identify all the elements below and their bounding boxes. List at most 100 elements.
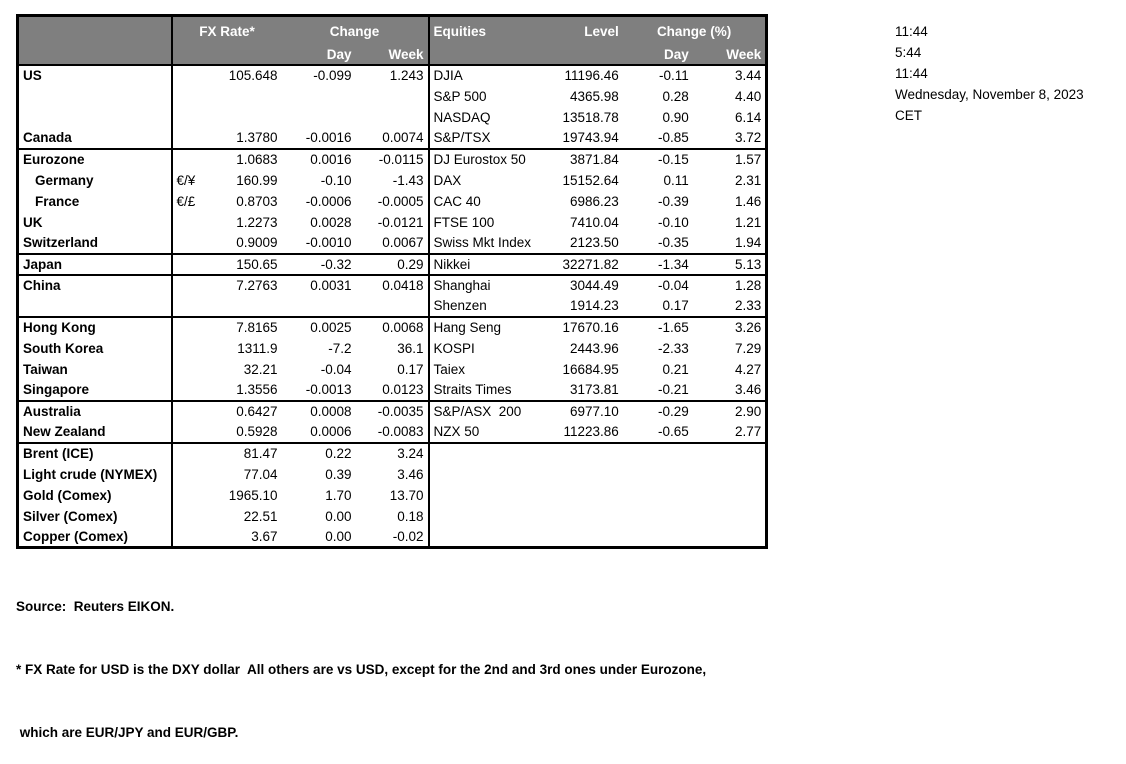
fx-week-change-cell: 0.0067 [355, 232, 430, 254]
fx-day-change-cell: 0.22 [281, 441, 356, 464]
equity-week-change-cell: 2.77 [735, 424, 762, 439]
country-cell: China [17, 273, 173, 296]
currency-pair-cell [171, 147, 206, 170]
fx-rate-cell: 160.99 [236, 172, 278, 188]
fx-week-change-cell: 3.24 [355, 441, 430, 464]
equities-header: Equities [428, 15, 559, 46]
source-line: Source: Reuters EIKON. [16, 599, 175, 614]
fx-week-change-cell: 0.17 [355, 358, 430, 380]
country-cell: New Zealand [17, 421, 173, 443]
equity-day-change-cell: -0.35 [658, 235, 689, 250]
date-line: Wednesday, November 8, 2023 [895, 87, 1084, 102]
currency-pair-cell [172, 212, 206, 233]
equity-level-cell [558, 441, 623, 464]
fx-day-change-cell: -0.0006 [305, 193, 352, 209]
equity-week-change-cell: 1.28 [692, 273, 767, 296]
fx-week-change-cell: 1.243 [355, 64, 430, 86]
currency-pair-cell [172, 527, 206, 548]
equity-index-name-cell: Nikkei [428, 252, 559, 275]
equity-index-name-cell [429, 506, 559, 527]
table-row: Shenzen 1914.23 0.17 2.33 [17, 295, 767, 317]
footnotes: Source: Reuters EIKON. * FX Rate for USD… [16, 554, 706, 764]
equity-index-name-cell: KOSPI [433, 340, 475, 356]
equity-day-change-cell [622, 441, 693, 464]
fx-week-change-cell: -0.0083 [355, 421, 430, 443]
fx-week-change-cell: 3.46 [355, 463, 430, 485]
equity-index-name-cell: S&P/TSX [433, 130, 491, 145]
country-cell: Germany [17, 169, 173, 191]
table-row: China 7.2763 0.0031 0.0418 Shanghai 3044.49 -0… [17, 273, 767, 296]
currency-pair-cell [172, 86, 206, 107]
fx-rate-cell: 105.648 [228, 68, 278, 83]
equity-day-change-cell: -0.21 [658, 382, 689, 397]
fx-rate-cell [206, 296, 282, 317]
equity-day-change-cell: -0.04 [622, 273, 693, 296]
country-cell: Gold (Comex) [17, 484, 173, 506]
country-cell: Singapore [17, 379, 173, 401]
equity-level-cell [559, 464, 623, 485]
table-row: Silver (Comex) 22.51 0.00 0.18 [17, 505, 767, 527]
equity-day-change-cell: -0.65 [658, 424, 689, 439]
empty-header-cell [428, 45, 559, 66]
country-cell: France [17, 190, 173, 212]
fx-rate-cell: 77.04 [243, 466, 278, 482]
equity-level-cell: 6986.23 [570, 193, 619, 209]
empty-header-cell [171, 45, 282, 66]
fx-rate-cell: 1311.9 [237, 340, 278, 356]
table-row: Australia 0.6427 0.0008 -0.0035 S&P/ASX 200 6… [17, 399, 767, 422]
equity-week-change-cell: 3.44 [735, 68, 762, 83]
equity-level-cell: 2443.96 [570, 340, 619, 356]
equity-index-name-cell [429, 527, 559, 548]
country-cell: Taiwan [17, 358, 173, 380]
fx-week-change-cell: 0.0068 [355, 315, 430, 338]
table-row: NASDAQ 13518.78 0.90 6.14 [17, 106, 767, 128]
fx-day-change-cell: -0.099 [313, 68, 352, 83]
header-row-1: FX Rate* Change Equities Level Change (%… [17, 15, 767, 46]
equity-day-change-cell [623, 485, 693, 506]
table-row: Germany €/¥ 160.99 -0.10 -1.43 DAX 15152.64 0.1… [17, 169, 767, 191]
equity-week-change-cell [693, 485, 767, 506]
footnote-line-1: * FX Rate for USD is the DXY dollar All … [16, 662, 707, 677]
currency-pair-cell [172, 422, 206, 443]
timezone-label: CET [895, 108, 922, 123]
equity-index-name-cell: DJIA [433, 68, 463, 83]
fx-rate-cell: 1965.10 [228, 487, 278, 503]
currency-pair-cell [172, 485, 206, 506]
equity-level-cell [559, 527, 623, 548]
country-cell: Brent (ICE) [17, 441, 173, 464]
fx-day-change-cell: -7.2 [328, 340, 352, 356]
table-row: UK 1.2273 0.0028 -0.0121 FTSE 100 7410.04 -0.1… [17, 211, 767, 233]
currency-pair-cell [172, 65, 206, 86]
country-cell [17, 85, 173, 107]
equity-day-change-cell: 0.11 [663, 172, 689, 188]
table-row: Hong Kong 7.8165 0.0025 0.0068 Hang Seng 1767… [17, 315, 767, 338]
fx-day-change-cell: 0.0028 [310, 214, 352, 230]
equity-index-name-cell: Shenzen [433, 298, 487, 313]
fx-week-change-cell: 36.1 [355, 337, 430, 359]
table-row: Switzerland 0.9009 -0.0010 0.0067 Swiss Mkt … [17, 232, 767, 254]
equity-index-name-cell: NZX 50 [433, 424, 480, 439]
table-row: New Zealand 0.5928 0.0006 -0.0083 NZX 50 1122… [17, 421, 767, 443]
table-row: Gold (Comex) 1965.10 1.70 13.70 [17, 484, 767, 506]
equity-index-name-cell: DJ Eurostox 50 [428, 147, 559, 170]
equity-level-cell: 32271.82 [558, 252, 623, 275]
equity-level-cell: 6977.10 [558, 399, 623, 422]
equity-index-name-cell: Shanghai [428, 273, 559, 296]
equity-day-change-cell: 0.21 [662, 361, 689, 377]
equity-index-name-cell: Swiss Mkt Index [433, 235, 532, 250]
fx-week-change-cell: 0.0123 [355, 379, 430, 401]
fx-day-change-cell: 0.00 [325, 528, 352, 544]
fx-day-change-cell: 1.70 [325, 487, 352, 503]
country-cell: Japan [17, 252, 173, 275]
equity-level-cell [559, 485, 623, 506]
equity-day-change-cell: -0.10 [658, 214, 689, 230]
fx-rate-cell: 0.6427 [205, 399, 282, 422]
equities-day-header: Day [622, 45, 693, 66]
currency-pair-cell [171, 441, 206, 464]
fx-day-change-cell: 0.0008 [281, 399, 356, 422]
fx-rate-cell [206, 107, 282, 128]
currency-pair-cell [172, 296, 206, 317]
fx-week-change-cell: 0.0074 [355, 127, 430, 149]
fx-week-header: Week [355, 45, 430, 66]
fx-week-change-cell: 13.70 [355, 484, 430, 506]
